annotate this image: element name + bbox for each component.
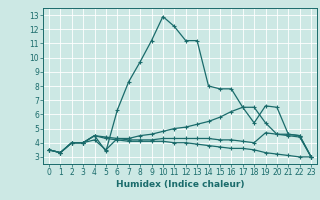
X-axis label: Humidex (Indice chaleur): Humidex (Indice chaleur) xyxy=(116,180,244,189)
